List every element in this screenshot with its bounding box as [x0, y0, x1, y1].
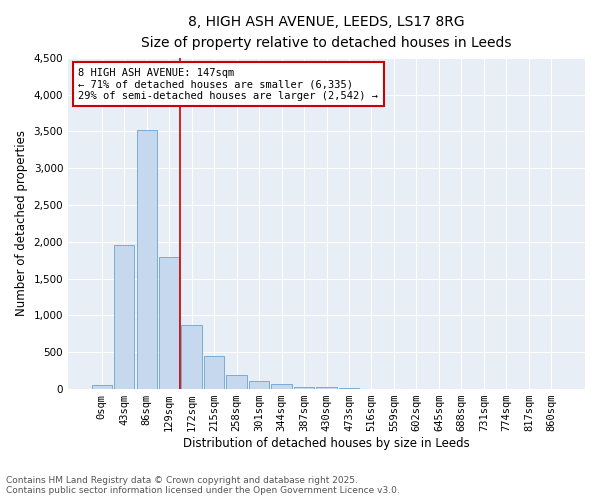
Text: Contains HM Land Registry data © Crown copyright and database right 2025.
Contai: Contains HM Land Registry data © Crown c… — [6, 476, 400, 495]
Title: 8, HIGH ASH AVENUE, LEEDS, LS17 8RG
Size of property relative to detached houses: 8, HIGH ASH AVENUE, LEEDS, LS17 8RG Size… — [141, 15, 512, 50]
X-axis label: Distribution of detached houses by size in Leeds: Distribution of detached houses by size … — [183, 437, 470, 450]
Bar — [316, 387, 337, 389]
Bar — [294, 386, 314, 389]
Bar — [92, 386, 112, 389]
Y-axis label: Number of detached properties: Number of detached properties — [15, 130, 28, 316]
Text: 8 HIGH ASH AVENUE: 147sqm
← 71% of detached houses are smaller (6,335)
29% of se: 8 HIGH ASH AVENUE: 147sqm ← 71% of detac… — [79, 68, 379, 101]
Bar — [226, 376, 247, 389]
Bar — [271, 384, 292, 389]
Bar — [181, 325, 202, 389]
Bar — [137, 130, 157, 389]
Bar — [204, 356, 224, 389]
Bar — [339, 388, 359, 389]
Bar — [114, 246, 134, 389]
Bar — [249, 381, 269, 389]
Bar — [159, 256, 179, 389]
